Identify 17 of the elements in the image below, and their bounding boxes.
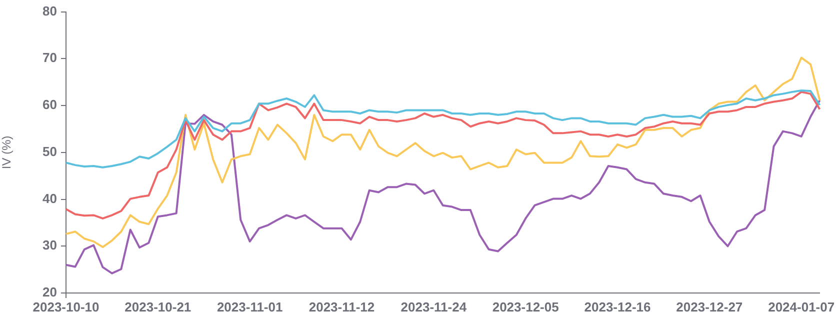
x-tick-label: 2024-01-07 [768, 299, 835, 314]
x-tick-label: 2023-12-27 [676, 299, 743, 314]
y-tick-label: 30 [42, 238, 57, 253]
x-tick-label: 2023-11-01 [216, 299, 283, 314]
x-tick-label: 2023-11-24 [400, 299, 468, 314]
x-tick-label: 2023-12-16 [584, 299, 651, 314]
x-tick-label: 2023-10-10 [32, 299, 100, 314]
y-tick-label: 60 [42, 97, 57, 112]
y-tick-label: 20 [42, 284, 57, 300]
y-tick-label: 70 [42, 50, 57, 66]
x-tick-label: 2023-10-21 [124, 299, 192, 314]
x-tick-label: 2023-11-12 [308, 299, 375, 314]
x-tick-label: 2023-12-05 [492, 299, 559, 314]
y-tick-label: 50 [42, 144, 57, 159]
y-tick-label: 40 [42, 190, 57, 206]
y-axis-title: IV (%) [0, 136, 14, 170]
y-tick-label: 80 [42, 3, 57, 18]
